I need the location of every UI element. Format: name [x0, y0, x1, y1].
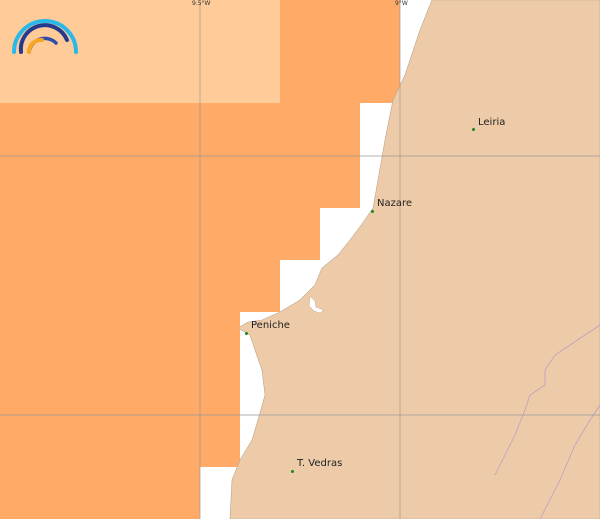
place-marker: [371, 210, 374, 213]
lagoon: [308, 295, 325, 314]
place-label-peniche[interactable]: Peniche: [251, 320, 290, 331]
place-marker: [245, 332, 248, 335]
place-label-leiria[interactable]: Leiria: [478, 117, 506, 128]
land: [229, 0, 600, 519]
lon-label: 9.5°W: [192, 0, 211, 7]
place-label-t-vedras[interactable]: T. Vedras: [297, 458, 343, 469]
lon-label: 9°W: [395, 0, 408, 7]
zone-light: [0, 0, 280, 103]
rainbow-arcs-logo-icon: [12, 19, 78, 54]
place-marker: [472, 128, 475, 131]
river: [494, 324, 600, 476]
place-marker: [291, 470, 294, 473]
place-label-nazare[interactable]: Nazare: [377, 198, 413, 209]
